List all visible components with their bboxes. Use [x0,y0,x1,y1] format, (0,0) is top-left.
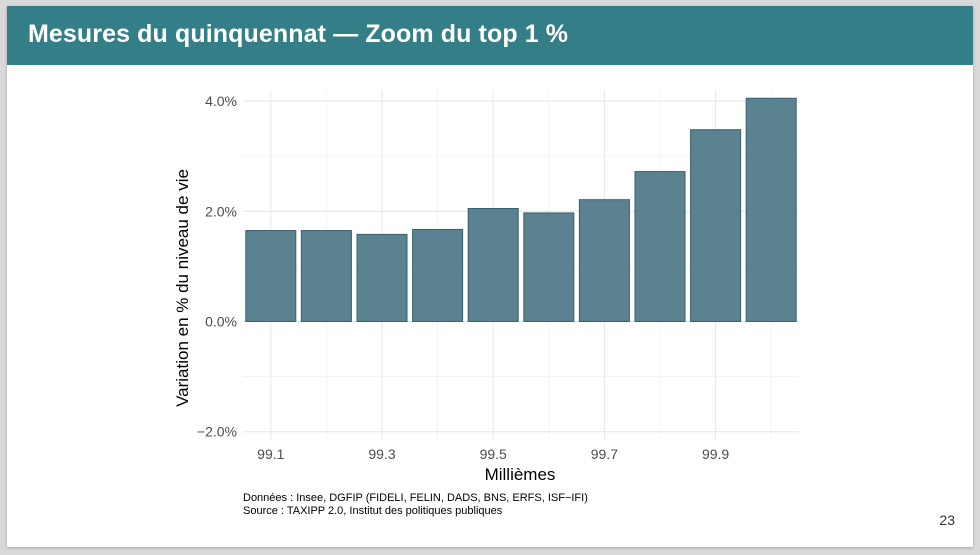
bar-99.9 [690,129,742,322]
y-axis-label: Variation en % du niveau de vie [173,169,192,407]
bar-100 [745,97,797,322]
bars [245,97,797,322]
x-tick-label: 99.9 [702,446,729,462]
bar-99.5 [467,208,519,322]
bar-99.2 [300,230,352,322]
slide-header: Mesures du quinquennat — Zoom du top 1 % [7,6,973,65]
bar-99.1 [245,230,297,322]
y-tick-label: −2.0% [197,424,237,440]
x-tick-label: 99.1 [257,446,284,462]
bar-99.3 [356,233,408,322]
x-axis-label: Millièmes [485,465,556,484]
y-tick-label: 2.0% [205,203,237,219]
data-sources-note: Données : Insee, DGFIP (FIDELI, FELIN, D… [243,492,588,504]
bar-99.6 [523,212,575,322]
bar-99.4 [412,228,464,322]
y-tick-labels: −2.0% 0.0% 2.0% 4.0% [197,93,237,440]
slide-title: Mesures du quinquennat — Zoom du top 1 % [28,20,569,48]
bar-99.7 [578,199,630,322]
bar-99.8 [634,171,686,322]
x-tick-label: 99.3 [368,446,395,462]
x-tick-label: 99.5 [480,446,507,462]
source-note: Source : TAXIPP 2.0, Institut des politi… [243,505,503,517]
page-number: 23 [939,512,955,528]
y-tick-label: 4.0% [205,93,237,109]
y-tick-label: 0.0% [205,313,237,329]
chart-footer: Données : Insee, DGFIP (FIDELI, FELIN, D… [243,492,588,518]
bar-chart: −2.0% 0.0% 2.0% 4.0% 99.1 99.3 99.5 99.7 99.9 V… [173,90,799,484]
x-tick-label: 99.7 [591,446,618,462]
slide: Mesures du quinquennat — Zoom du top 1 %… [7,6,973,547]
x-tick-labels: 99.1 99.3 99.5 99.7 99.9 [257,446,729,462]
